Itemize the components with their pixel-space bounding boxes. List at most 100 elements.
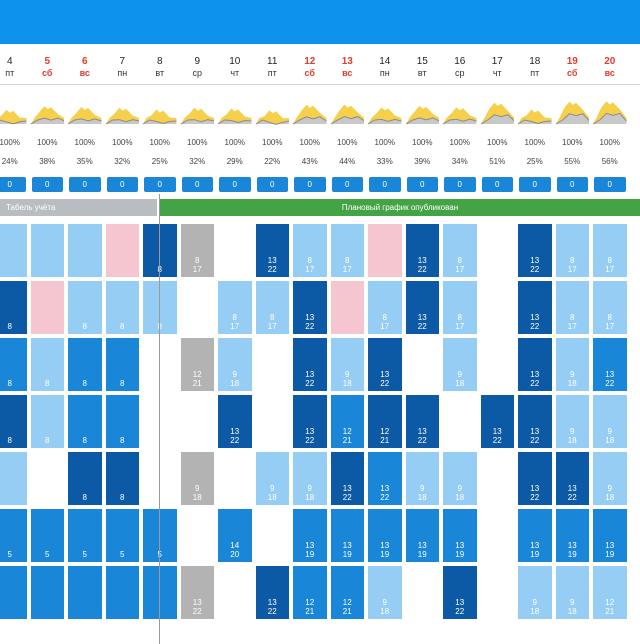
- shift-cell[interactable]: 13 19: [518, 509, 552, 562]
- shift-cell[interactable]: 12 21: [330, 395, 364, 448]
- day-count-badge[interactable]: 0: [144, 177, 176, 192]
- day-count-badge[interactable]: 0: [331, 177, 363, 192]
- shift-cell[interactable]: 9 18: [180, 452, 214, 505]
- day-count-badge[interactable]: 0: [69, 177, 101, 192]
- day-header-number[interactable]: 7: [119, 56, 126, 67]
- shift-cell[interactable]: 13 22: [218, 395, 252, 448]
- shift-cell[interactable]: 13 22: [518, 224, 552, 277]
- shift-cell[interactable]: 13 22: [518, 395, 552, 448]
- shift-cell[interactable]: 5: [68, 509, 102, 562]
- shift-cell[interactable]: 12 21: [180, 338, 214, 391]
- shift-cell[interactable]: 13 22: [555, 452, 589, 505]
- shift-cell[interactable]: [405, 566, 439, 619]
- shift-cell[interactable]: 13 22: [443, 566, 477, 619]
- shift-cell[interactable]: 13 19: [443, 509, 477, 562]
- day-count-badge[interactable]: [0, 177, 6, 192]
- day-header-number[interactable]: 13: [341, 56, 353, 67]
- shift-cell[interactable]: 13 22: [293, 281, 327, 334]
- shift-cell[interactable]: [218, 566, 252, 619]
- shift-cell[interactable]: [105, 566, 139, 619]
- shift-cell[interactable]: 9 18: [405, 452, 439, 505]
- shift-cell[interactable]: 13 22: [368, 452, 402, 505]
- day-count-badge[interactable]: 0: [594, 177, 626, 192]
- day-header-number[interactable]: 4: [6, 56, 13, 67]
- shift-cell[interactable]: [255, 338, 289, 391]
- shift-cell[interactable]: 8 17: [443, 281, 477, 334]
- shift-cell[interactable]: [30, 224, 64, 277]
- shift-cell[interactable]: 8: [68, 338, 102, 391]
- day-count-badge[interactable]: 0: [219, 177, 251, 192]
- shift-cell[interactable]: [480, 566, 514, 619]
- day-header-number[interactable]: 12: [304, 56, 316, 67]
- shift-cell[interactable]: 13 19: [368, 509, 402, 562]
- day-count-badge[interactable]: 0: [519, 177, 551, 192]
- shift-cell[interactable]: [480, 452, 514, 505]
- shift-cell[interactable]: 13 19: [405, 509, 439, 562]
- day-header-number[interactable]: 6: [81, 56, 88, 67]
- day-count-badge[interactable]: 0: [181, 177, 213, 192]
- shift-cell[interactable]: 9 18: [555, 395, 589, 448]
- shift-cell[interactable]: 5: [30, 509, 64, 562]
- day-header-number[interactable]: 19: [566, 56, 578, 67]
- day-count-badge[interactable]: 0: [406, 177, 438, 192]
- day-header-number[interactable]: 9: [194, 56, 201, 67]
- shift-cell[interactable]: 8 17: [218, 281, 252, 334]
- day-count-badge[interactable]: 0: [444, 177, 476, 192]
- shift-cell[interactable]: 9 18: [330, 338, 364, 391]
- day-header-number[interactable]: 10: [229, 56, 241, 67]
- shift-cell[interactable]: 9 18: [555, 338, 589, 391]
- shift-cell[interactable]: 8 17: [443, 224, 477, 277]
- shift-cell[interactable]: [0, 566, 27, 619]
- shift-cell[interactable]: 9 18: [555, 566, 589, 619]
- day-count-badge[interactable]: 0: [556, 177, 588, 192]
- shift-cell[interactable]: 13 22: [180, 566, 214, 619]
- shift-cell[interactable]: 5: [0, 509, 27, 562]
- shift-cell[interactable]: [480, 224, 514, 277]
- day-count-badge[interactable]: 0: [294, 177, 326, 192]
- shift-cell[interactable]: [218, 224, 252, 277]
- shift-cell[interactable]: 13 19: [555, 509, 589, 562]
- shift-cell[interactable]: [255, 395, 289, 448]
- shift-cell[interactable]: 13 19: [330, 509, 364, 562]
- shift-cell[interactable]: 8 17: [255, 281, 289, 334]
- shift-cell[interactable]: 8: [105, 338, 139, 391]
- shift-cell[interactable]: [330, 281, 364, 334]
- shift-cell[interactable]: 9 18: [443, 338, 477, 391]
- shift-cell[interactable]: 14 20: [218, 509, 252, 562]
- shift-cell[interactable]: [218, 452, 252, 505]
- shift-cell[interactable]: 13 22: [255, 566, 289, 619]
- shift-cell[interactable]: 13 22: [330, 452, 364, 505]
- shift-cell[interactable]: 8 17: [593, 224, 627, 277]
- shift-cell[interactable]: 8: [0, 395, 27, 448]
- shift-cell[interactable]: 13 22: [293, 338, 327, 391]
- shift-cell[interactable]: 9 18: [255, 452, 289, 505]
- shift-cell[interactable]: 9 18: [593, 395, 627, 448]
- day-header-number[interactable]: 16: [454, 56, 466, 67]
- shift-cell[interactable]: 12 21: [368, 395, 402, 448]
- shift-cell[interactable]: 8: [105, 452, 139, 505]
- shift-cell[interactable]: 9 18: [218, 338, 252, 391]
- shift-cell[interactable]: [480, 338, 514, 391]
- shift-cell[interactable]: 13 22: [518, 281, 552, 334]
- shift-cell[interactable]: [105, 224, 139, 277]
- day-count-badge[interactable]: 0: [106, 177, 138, 192]
- shift-cell[interactable]: 13 22: [255, 224, 289, 277]
- shift-cell[interactable]: 8: [0, 338, 27, 391]
- day-header-number[interactable]: 17: [491, 56, 503, 67]
- day-count-badge[interactable]: 0: [369, 177, 401, 192]
- shift-cell[interactable]: [30, 281, 64, 334]
- shift-cell[interactable]: [30, 452, 64, 505]
- shift-cell[interactable]: [180, 509, 214, 562]
- shift-cell[interactable]: 12 21: [293, 566, 327, 619]
- shift-cell[interactable]: [255, 509, 289, 562]
- shift-cell[interactable]: [0, 452, 27, 505]
- shift-cell[interactable]: [405, 338, 439, 391]
- shift-cell[interactable]: 13 22: [518, 452, 552, 505]
- day-count-badge[interactable]: 0: [256, 177, 288, 192]
- shift-cell[interactable]: [480, 281, 514, 334]
- shift-cell[interactable]: 8: [68, 281, 102, 334]
- shift-cell[interactable]: 8: [30, 338, 64, 391]
- shift-cell[interactable]: [30, 566, 64, 619]
- shift-cell[interactable]: 13 22: [480, 395, 514, 448]
- shift-cell[interactable]: 8: [30, 395, 64, 448]
